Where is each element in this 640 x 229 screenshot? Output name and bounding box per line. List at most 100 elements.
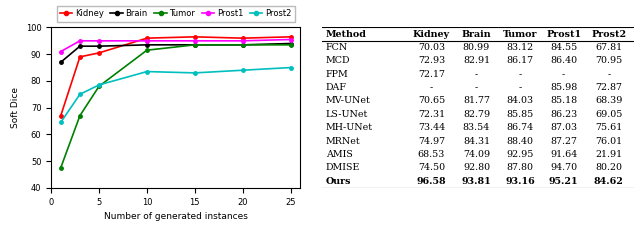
Text: DMISE: DMISE [326,163,360,172]
Text: 70.65: 70.65 [418,96,445,105]
Y-axis label: Soft Dice: Soft Dice [11,87,20,128]
Text: 69.05: 69.05 [595,110,622,119]
Text: DAF: DAF [326,83,347,92]
Kidney [76,55,84,58]
Text: MH-UNet: MH-UNet [326,123,372,132]
Prost2 [191,71,198,74]
Brain [191,44,198,46]
Text: 83.54: 83.54 [463,123,490,132]
Tumor [57,166,65,169]
Kidney [143,37,151,40]
Text: -: - [475,70,478,79]
Text: -: - [518,70,522,79]
Text: 86.40: 86.40 [550,56,577,65]
Text: 84.62: 84.62 [594,177,623,185]
Prost2 [57,121,65,124]
Text: 73.44: 73.44 [418,123,445,132]
Text: 86.74: 86.74 [506,123,534,132]
Text: 80.99: 80.99 [463,43,490,52]
Text: 83.12: 83.12 [506,43,534,52]
Text: -: - [518,83,522,92]
Text: MV-UNet: MV-UNet [326,96,371,105]
Text: 80.20: 80.20 [595,163,622,172]
Kidney [57,114,65,117]
Text: AMIS: AMIS [326,150,353,159]
Text: Brain: Brain [461,30,492,39]
Tumor [143,49,151,52]
Text: 82.91: 82.91 [463,56,490,65]
Text: 87.03: 87.03 [550,123,577,132]
Text: 85.85: 85.85 [506,110,534,119]
Prost1 [57,50,65,53]
Text: Prost2: Prost2 [591,30,627,39]
Tumor [287,44,294,46]
Brain [239,44,246,46]
Prost2 [76,93,84,96]
Prost2 [143,70,151,73]
Legend: Kidney, Brain, Tumor, Prost1, Prost2: Kidney, Brain, Tumor, Prost1, Prost2 [56,6,294,22]
Text: 21.91: 21.91 [595,150,622,159]
Kidney [191,35,198,38]
Text: -: - [607,70,611,79]
Text: 84.55: 84.55 [550,43,577,52]
Text: 70.95: 70.95 [595,56,622,65]
Text: 68.53: 68.53 [418,150,445,159]
Prost1 [95,39,103,42]
Text: LS-UNet: LS-UNet [326,110,368,119]
Brain [57,61,65,64]
Text: Prost1: Prost1 [546,30,581,39]
Text: FPM: FPM [326,70,348,79]
Text: 88.40: 88.40 [506,136,534,145]
Text: 75.61: 75.61 [595,123,622,132]
Text: -: - [562,70,565,79]
Text: -: - [429,83,433,92]
Text: Method: Method [326,30,367,39]
Text: Kidney: Kidney [413,30,450,39]
Text: 68.39: 68.39 [595,96,622,105]
Text: 85.98: 85.98 [550,83,577,92]
Text: 72.31: 72.31 [418,110,445,119]
Text: 72.93: 72.93 [418,56,445,65]
Tumor [95,85,103,88]
Tumor [76,114,84,117]
Text: 92.95: 92.95 [506,150,534,159]
Kidney [287,35,294,38]
Prost2 [95,84,103,86]
Line: Tumor: Tumor [59,43,292,169]
Kidney [95,52,103,54]
Text: 86.23: 86.23 [550,110,577,119]
Text: 81.77: 81.77 [463,96,490,105]
Text: 84.03: 84.03 [506,96,534,105]
Text: 67.81: 67.81 [595,43,622,52]
Text: 92.80: 92.80 [463,163,490,172]
Tumor [191,44,198,46]
Text: 95.21: 95.21 [548,177,579,185]
Brain [287,42,294,45]
Text: 72.17: 72.17 [418,70,445,79]
Kidney [239,37,246,40]
Text: MRNet: MRNet [326,136,360,145]
Text: 85.18: 85.18 [550,96,577,105]
Prost1 [76,39,84,42]
Prost1 [191,39,198,42]
Text: 87.80: 87.80 [506,163,534,172]
Text: 76.01: 76.01 [595,136,622,145]
Text: 93.81: 93.81 [461,177,492,185]
Line: Brain: Brain [59,42,292,64]
Tumor [239,44,246,46]
Prost1 [143,39,151,42]
Text: Tumor: Tumor [503,30,538,39]
Text: 70.03: 70.03 [418,43,445,52]
Brain [143,44,151,46]
Text: 74.09: 74.09 [463,150,490,159]
Text: 84.31: 84.31 [463,136,490,145]
Brain [76,45,84,48]
Prost2 [287,66,294,69]
Text: MCD: MCD [326,56,350,65]
Prost2 [239,69,246,72]
Text: 94.70: 94.70 [550,163,577,172]
Text: 74.97: 74.97 [418,136,445,145]
Text: 96.58: 96.58 [417,177,446,185]
Text: 93.16: 93.16 [505,177,535,185]
Text: 91.64: 91.64 [550,150,577,159]
